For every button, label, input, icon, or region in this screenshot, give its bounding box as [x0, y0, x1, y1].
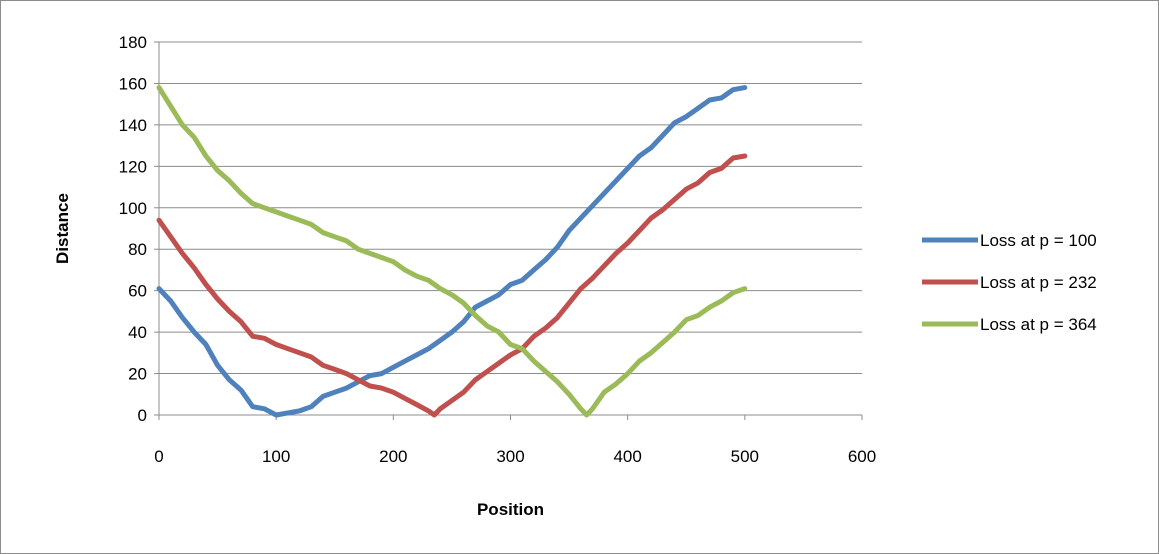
x-tick-label: 0: [154, 447, 163, 466]
series-lines: [156, 85, 748, 418]
y-tick-label: 40: [128, 323, 147, 342]
y-tick-label: 20: [128, 365, 147, 384]
legend: Loss at p = 100 Loss at p = 232 Loss at p …: [922, 231, 1097, 334]
series-line-3: [156, 85, 748, 418]
y-tick-label: 180: [119, 33, 147, 52]
x-tick-label: 100: [262, 447, 290, 466]
x-tick-label: 300: [496, 447, 524, 466]
y-tick-label: 60: [128, 282, 147, 301]
series-line-1: [156, 85, 748, 418]
legend-label-1: Loss at p = 100: [980, 231, 1097, 250]
y-tick-label: 160: [119, 74, 147, 93]
x-axis-title: Position: [477, 500, 544, 519]
y-axis-title: Distance: [53, 193, 72, 264]
y-tick-label: 0: [138, 406, 147, 425]
x-tick-label: 500: [731, 447, 759, 466]
y-tick-label: 100: [119, 199, 147, 218]
y-tick-label: 120: [119, 157, 147, 176]
x-tick-label: 400: [613, 447, 641, 466]
legend-label-2: Loss at p = 232: [980, 273, 1097, 292]
legend-label-3: Loss at p = 364: [980, 315, 1097, 334]
tick-labels: 0 20 40 60 80 100 120 140 160 180 0 100 200 300 400 500…: [119, 33, 877, 466]
x-tick-label: 200: [379, 447, 407, 466]
series-line-2: [156, 153, 748, 418]
y-tick-label: 80: [128, 240, 147, 259]
gridlines: [159, 41, 862, 375]
y-tick-label: 140: [119, 116, 147, 135]
x-tick-label: 600: [848, 447, 876, 466]
